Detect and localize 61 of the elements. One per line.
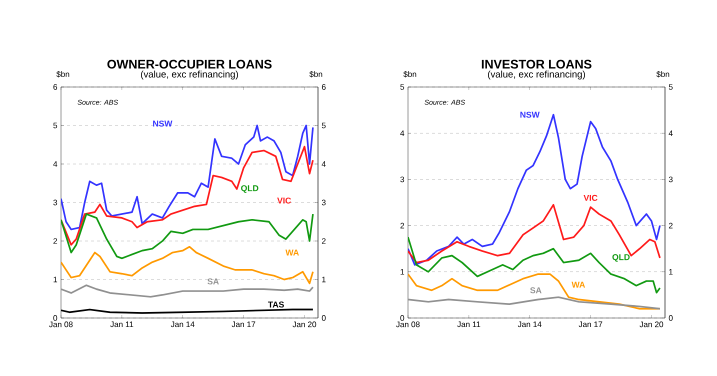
text: QLD [241,185,258,193]
x-tick-label: Jan 11 [110,322,134,328]
series-label: TAS [268,302,284,308]
y-axis-title: $bn [56,70,70,78]
y-tick-label: 2 [53,238,58,244]
y-tick-label: 3 [400,176,404,182]
chart-title: OWNER-OCCUPIER LOANS [107,60,272,69]
x-tick-label: Jan 08 [396,322,420,328]
x-tick-label: Jan 17 [578,322,602,328]
y2-tick-label: 0 [668,315,673,321]
text: NSW [153,120,172,127]
y-axis-title: $bn [403,70,416,78]
y2-tick-label: 0 [322,315,326,321]
y2-tick-label: 3 [668,176,673,182]
line-series [408,236,661,294]
y-tick-label: 5 [53,122,58,128]
y-tick-label: 0 [400,315,404,321]
x-tick-label: Jan 14 [170,322,195,328]
y2-tick-label: 1 [322,276,326,282]
series-label: SA [208,278,219,284]
x-tick-label: Jan 14 [518,322,542,328]
series-label: QLD [612,254,630,262]
x-tick-label: Jan 08 [49,322,73,328]
x-tick-label: Jan 17 [232,322,256,328]
y2-tick-label: 3 [322,200,326,206]
line-series [408,204,661,264]
y-tick-label: 2 [400,222,404,228]
y-tick-label: 3 [53,200,58,206]
series-label: WA [572,282,586,288]
y2-tick-label: 1 [669,269,673,275]
series-label: VIC [584,194,598,201]
y-tick-label: 4 [400,130,404,136]
line-series [408,114,661,266]
y-tick-label: 5 [400,84,404,90]
chart-subtitle: (value, exc refinancing) [140,70,238,80]
chart-subtitle: (value, exc refinancing) [488,70,585,80]
y-tick-label: 4 [53,161,58,167]
x-tick-label: Jan 20 [640,322,664,328]
y-tick-label: 0 [53,315,58,321]
y2-axis-title: $bn [309,70,322,78]
y2-axis-title: $bn [656,70,670,78]
line-series [61,146,314,246]
series-label: NSW [520,112,540,118]
series-label: VIC [277,198,292,204]
y2-tick-label: 6 [322,84,326,90]
x-tick-label: Jan 20 [292,322,316,328]
x-tick-label: Jan 11 [457,322,480,328]
series-label: WA [285,250,299,256]
y-tick-label: 1 [400,269,404,275]
y2-tick-label: 4 [322,161,326,167]
line-series [408,296,661,310]
y2-tick-label: 4 [668,130,673,136]
y-tick-label: 1 [54,276,58,282]
line-series [61,246,314,284]
series-label: SA [530,287,542,294]
y2-tick-label: 2 [668,222,673,228]
y2-tick-label: 5 [322,122,326,128]
y-tick-label: 6 [53,84,58,90]
y2-tick-label: 5 [668,84,673,90]
y2-tick-label: 2 [322,238,326,244]
chart-title: INVESTOR LOANS [482,60,592,69]
